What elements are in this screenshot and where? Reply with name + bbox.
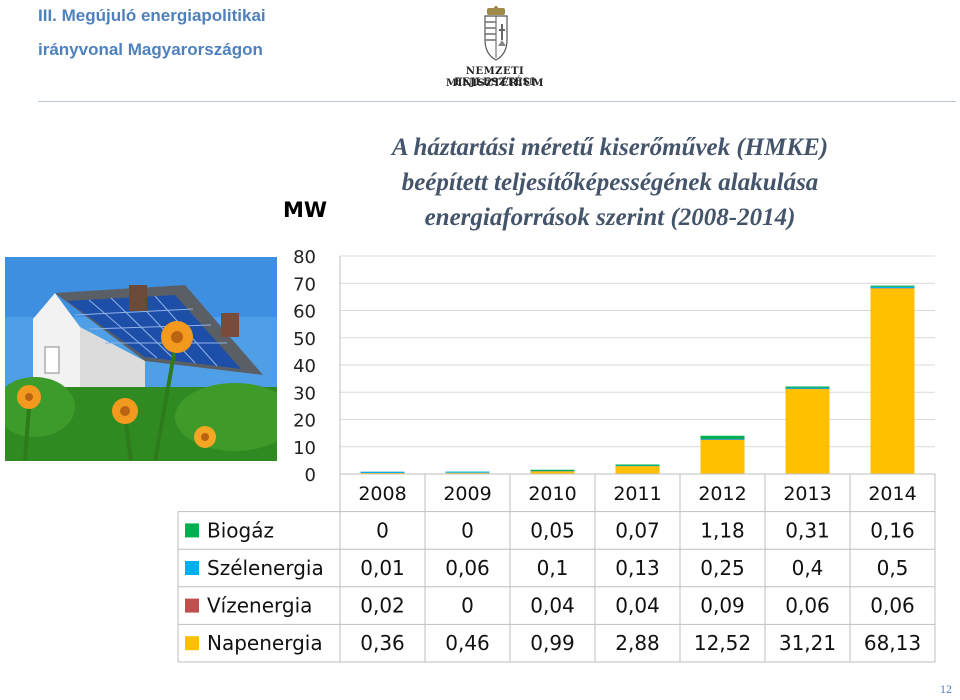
legend-key-Napenergia (185, 636, 199, 651)
bar-Biogáz-2013 (785, 386, 830, 388)
bar-Napenergia-2013 (785, 388, 830, 474)
bar-Biogáz-2012 (700, 435, 745, 439)
y-tick-label: 20 (293, 411, 316, 432)
legend-entry: Szélenergia (207, 556, 324, 580)
data-label: 0,05 (530, 518, 575, 542)
data-label: 0,25 (700, 556, 745, 580)
x-tick-label: 2014 (868, 483, 916, 505)
data-label: 0,16 (870, 518, 915, 542)
chart-title: A háztartási méretű kiserőművek (HMKE) b… (310, 130, 910, 235)
bar-Napenergia-2014 (870, 288, 915, 474)
bar-Szélenergia-2014 (870, 286, 915, 289)
header-title-line-2: irányvonal Magyarországon (38, 40, 263, 59)
data-label: 0,01 (360, 556, 405, 580)
x-tick-label: 2013 (783, 483, 831, 505)
legend-key-Szélenergia (185, 561, 199, 575)
x-tick-label: 2009 (443, 483, 491, 505)
bar-Napenergia-2010 (530, 471, 575, 474)
bar-Biogáz-2011 (615, 464, 660, 466)
data-label: 0,06 (785, 594, 830, 618)
legend-key-Vízenergia (185, 598, 199, 613)
data-label: 0 (461, 594, 474, 618)
data-label: 0,07 (615, 518, 660, 542)
y-axis-label: MW (283, 198, 328, 222)
x-tick-label: 2008 (358, 483, 406, 505)
data-label: 0,06 (445, 556, 490, 580)
ministry-name-line-2: MINISZTÉRIUM (446, 78, 544, 89)
data-label: 0,04 (615, 594, 660, 618)
y-tick-label: 40 (293, 356, 316, 377)
y-tick-label: 0 (305, 465, 316, 486)
x-tick-label: 2012 (698, 483, 746, 505)
data-label: 0,04 (530, 594, 575, 618)
page-number: 12 (940, 682, 952, 696)
y-tick-label: 10 (293, 438, 316, 459)
data-label: 68,13 (864, 631, 921, 655)
y-tick-label: 80 (293, 247, 316, 268)
header-divider (38, 101, 956, 102)
x-tick-label: 2011 (613, 483, 661, 505)
data-label: 0,31 (785, 518, 830, 542)
chart-title-line-3: energiaforrások szerint (2008-2014) (424, 204, 796, 231)
bar-Szélenergia-2012 (700, 438, 745, 440)
header-title-line-1: III. Megújuló energiapolitikai (38, 6, 266, 25)
data-label: 0 (461, 518, 474, 542)
data-label: 31,21 (779, 631, 836, 655)
bar-Napenergia-2009 (445, 472, 490, 474)
data-label: 0,09 (700, 594, 745, 618)
bar-Biogáz-2010 (530, 469, 575, 471)
data-label: 0,1 (537, 556, 569, 580)
data-label: 0,06 (870, 594, 915, 618)
bar-Szélenergia-2008 (360, 471, 405, 473)
data-label: 0,02 (360, 594, 405, 618)
x-tick-label: 2010 (528, 483, 576, 505)
chart-title-line-2: beépített teljesítőképességének alakulás… (401, 169, 819, 196)
data-label: 0,46 (445, 631, 490, 655)
data-label: 1,18 (700, 518, 745, 542)
y-tick-label: 30 (293, 383, 316, 404)
legend-key-Biogáz (185, 523, 199, 538)
data-label: 0,99 (530, 631, 575, 655)
bar-Szélenergia-2013 (785, 387, 830, 389)
legend-entry: Napenergia (207, 631, 323, 655)
data-label: 0 (376, 518, 389, 542)
bar-Napenergia-2012 (700, 439, 745, 474)
data-label: 2,88 (615, 631, 660, 655)
y-tick-label: 60 (293, 302, 316, 323)
bar-Szélenergia-2009 (445, 471, 490, 473)
data-label: 0,13 (615, 556, 660, 580)
data-label: 0,4 (792, 556, 824, 580)
bar-Biogáz-2014 (870, 285, 915, 287)
legend-entry: Biogáz (207, 518, 274, 542)
y-tick-label: 70 (293, 274, 316, 295)
data-label: 0,5 (877, 556, 909, 580)
ministry-name-line-1: NEMZETI FEJLESZTÉSI (454, 66, 536, 88)
hungarian-coat-of-arms-icon (484, 6, 508, 61)
legend-entry: Vízenergia (207, 594, 312, 618)
bar-Napenergia-2008 (360, 472, 405, 474)
data-label: 12,52 (694, 631, 751, 655)
chart-title-line-1: A háztartási méretű kiserőművek (HMKE) (391, 134, 829, 161)
house-solar-panel-photo (5, 257, 277, 461)
data-label: 0,36 (360, 631, 405, 655)
y-tick-label: 50 (293, 329, 316, 350)
bar-Napenergia-2011 (615, 466, 660, 474)
